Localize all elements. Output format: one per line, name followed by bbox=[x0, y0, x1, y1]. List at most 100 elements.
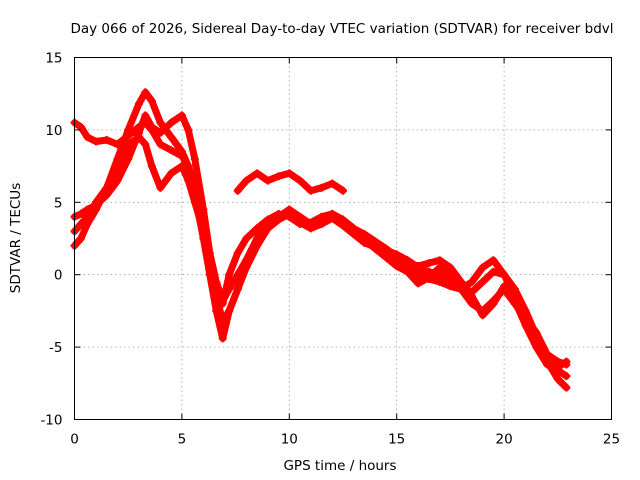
data-point bbox=[360, 235, 369, 244]
data-point bbox=[457, 285, 466, 294]
data-point bbox=[141, 88, 150, 97]
data-point bbox=[102, 136, 111, 145]
data-point bbox=[242, 176, 251, 185]
track-5-band bbox=[234, 169, 347, 195]
data-point bbox=[263, 176, 272, 185]
data-point bbox=[478, 263, 487, 272]
data-point bbox=[414, 262, 423, 271]
data-point bbox=[253, 234, 262, 243]
data-point bbox=[199, 205, 208, 214]
data-point bbox=[553, 357, 562, 366]
data-point bbox=[167, 146, 176, 155]
data-point bbox=[156, 183, 165, 192]
y-tick-label: 10 bbox=[45, 123, 62, 139]
data-point bbox=[489, 267, 498, 276]
chart-title: Day 066 of 2026, Sidereal Day-to-day VTE… bbox=[70, 21, 613, 37]
data-point bbox=[424, 259, 433, 268]
data-point bbox=[317, 212, 326, 221]
track-5-points bbox=[233, 169, 347, 195]
data-point bbox=[225, 270, 234, 279]
track-1-band bbox=[71, 88, 570, 392]
data-point bbox=[91, 198, 100, 207]
data-point bbox=[489, 296, 498, 305]
data-point bbox=[446, 270, 455, 279]
data-point bbox=[446, 263, 455, 272]
data-point bbox=[500, 285, 509, 294]
x-tick-label: 25 bbox=[603, 432, 620, 448]
data-point bbox=[553, 374, 562, 383]
data-point bbox=[83, 133, 92, 142]
data-point bbox=[562, 372, 571, 381]
data-point bbox=[521, 314, 530, 323]
data-point bbox=[285, 212, 294, 221]
data-point bbox=[306, 186, 315, 195]
data-point bbox=[167, 133, 176, 142]
data-point bbox=[543, 350, 552, 359]
data-point bbox=[167, 169, 176, 178]
x-tick-label: 5 bbox=[178, 432, 187, 448]
data-point bbox=[274, 172, 283, 181]
data-point bbox=[76, 220, 85, 229]
data-point bbox=[205, 256, 214, 265]
data-point bbox=[113, 140, 122, 149]
track-4-points bbox=[70, 133, 571, 369]
data-point bbox=[371, 244, 380, 253]
data-point bbox=[83, 212, 92, 221]
data-point bbox=[218, 334, 227, 343]
x-tick-label: 0 bbox=[70, 432, 79, 448]
data-point bbox=[296, 176, 305, 185]
plot-frame bbox=[74, 57, 612, 420]
data-point bbox=[190, 154, 199, 163]
data-point bbox=[76, 209, 85, 218]
y-axis-label: SDTVAR / TECUs bbox=[8, 183, 24, 293]
y-tick-label: -10 bbox=[40, 413, 62, 429]
data-point bbox=[414, 270, 423, 279]
y-tick-label: 5 bbox=[54, 195, 63, 211]
data-point bbox=[339, 186, 347, 195]
y-tick-label: -5 bbox=[49, 340, 62, 356]
data-point bbox=[212, 282, 221, 291]
data-point bbox=[102, 183, 111, 192]
data-point bbox=[91, 137, 100, 146]
gridlines bbox=[74, 57, 612, 420]
data-point bbox=[199, 227, 208, 236]
data-point bbox=[317, 183, 326, 192]
x-tick-label: 20 bbox=[496, 432, 513, 448]
data-point bbox=[167, 118, 176, 127]
data-point bbox=[349, 227, 358, 236]
data-point bbox=[467, 277, 476, 286]
track-4-band bbox=[71, 133, 570, 368]
data-point bbox=[141, 140, 150, 149]
data-point bbox=[184, 176, 193, 185]
data-point bbox=[218, 317, 227, 326]
data-point bbox=[76, 123, 85, 132]
data-point bbox=[147, 123, 156, 132]
data-point bbox=[156, 128, 165, 137]
x-tick-label: 15 bbox=[388, 432, 405, 448]
data-point bbox=[124, 154, 133, 163]
data-point bbox=[285, 169, 294, 178]
data-point bbox=[134, 99, 143, 108]
data-point bbox=[328, 209, 337, 218]
data-point bbox=[218, 299, 227, 308]
data-point bbox=[403, 267, 412, 276]
data-point bbox=[317, 220, 326, 229]
data-point bbox=[233, 248, 242, 257]
data-point bbox=[489, 256, 498, 265]
data-point bbox=[306, 218, 315, 227]
data-point bbox=[124, 131, 133, 140]
y-tick-label: 15 bbox=[45, 51, 62, 67]
data-point bbox=[233, 186, 242, 195]
data-point bbox=[156, 140, 165, 149]
data-point bbox=[446, 282, 455, 291]
data-point bbox=[253, 224, 262, 233]
data-point bbox=[177, 111, 186, 120]
data-point bbox=[467, 299, 476, 308]
data-point bbox=[156, 118, 165, 127]
track-1-points bbox=[70, 88, 571, 392]
data-point bbox=[478, 277, 487, 286]
data-point bbox=[177, 162, 186, 171]
x-axis-label: GPS time / hours bbox=[283, 458, 396, 474]
data-point bbox=[296, 220, 305, 229]
